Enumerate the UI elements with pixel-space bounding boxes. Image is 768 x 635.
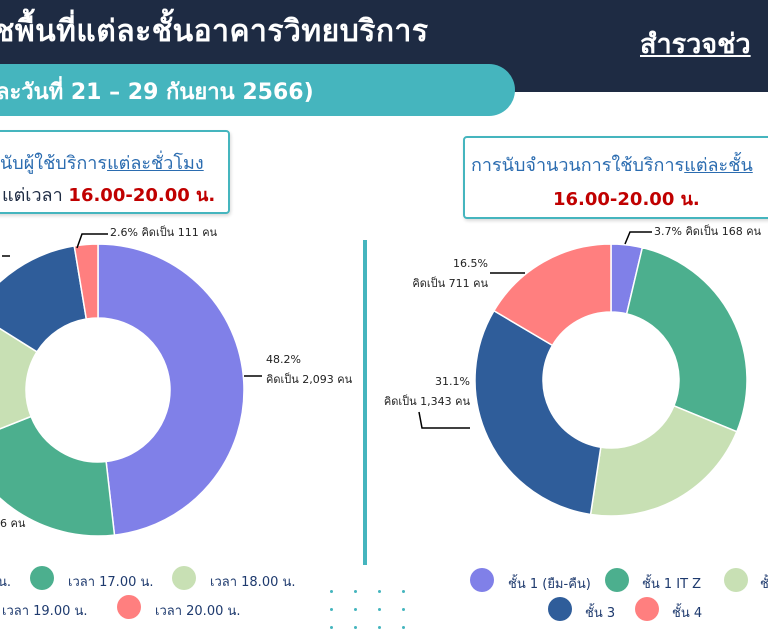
donut1-slice-5 <box>73 243 99 320</box>
right-title: สำรวจช่ว <box>640 29 751 60</box>
legend2-label-1: ชั้น 1 (ยืม-คืน) <box>508 577 591 592</box>
legend1-label-4: เวลา 19.00 น. <box>2 604 88 619</box>
right-heading-text-b: แต่ละชั้น <box>684 155 753 176</box>
legend2-label-2: ชั้น 1 IT Z <box>642 577 702 592</box>
legend2-label-5: ชั้น 4 <box>672 606 703 621</box>
donut2-label-1: 3.7% คิดเป็น 168 คน <box>654 224 762 238</box>
donut2-slice-3 <box>589 404 738 517</box>
legend1-label-1: น. <box>0 575 12 590</box>
legend2-swatch-2 <box>605 568 629 592</box>
donut1-slice-1 <box>97 243 245 536</box>
left-heading-box: นับผู้ใช้บริการแต่ละชั่วโมง แต่เวลา 16.0… <box>0 130 230 214</box>
right-heading-line2: 16.00-20.00 น. <box>553 184 700 213</box>
date-range: ละวันที่ 21 – 29 กันยาน 2566) <box>0 80 314 105</box>
legend1-swatch-5 <box>117 595 141 619</box>
panel-divider <box>363 240 367 565</box>
left-heading-line1: นับผู้ใช้บริการแต่ละชั่วโมง <box>0 148 204 177</box>
donut1-slice-4 <box>0 245 88 353</box>
legend1-label-5: เวลา 20.00 น. <box>155 604 241 619</box>
donut1-label-pct-1: 48.2% <box>266 353 301 366</box>
donut1-leader-5 <box>76 233 108 249</box>
donut2-leader-1 <box>624 231 652 245</box>
donut1-label-1: คิดเป็น 2,093 คน <box>266 372 353 386</box>
donut2-slice-5 <box>492 243 612 347</box>
page-title: ชพื้นที่แต่ละชั้นอาคารวิทยบริการ <box>0 14 429 49</box>
donut1-slice-3 <box>0 327 39 430</box>
donut2-leader-4 <box>418 411 470 429</box>
legend2-swatch-1 <box>470 568 494 592</box>
donut2-slice-2 <box>625 246 748 433</box>
donut1-slice-2 <box>0 415 116 537</box>
legend2-label-3: ชั้ <box>760 577 768 592</box>
right-heading-time: 16.00-20.00 น. <box>553 189 700 210</box>
legend2-swatch-4 <box>548 597 572 621</box>
legend1-label-3: เวลา 18.00 น. <box>210 575 296 590</box>
left-heading-text-a: นับผู้ใช้บริการ <box>0 153 108 174</box>
date-pill <box>0 64 515 116</box>
donut2-label-4: คิดเป็น 1,343 คน <box>384 394 471 408</box>
donut1-label-2: 6 คน <box>0 517 26 530</box>
legend2-label-4: ชั้น 3 <box>585 606 616 621</box>
donut2-label-5: คิดเป็น 711 คน <box>412 276 488 290</box>
left-heading-time-label: แต่เวลา <box>2 185 69 206</box>
donut2-label-pct-4: 31.1% <box>435 375 470 388</box>
legend1-swatch-3 <box>172 566 196 590</box>
donut2-slice-4 <box>474 309 602 516</box>
legend1-swatch-2 <box>30 566 54 590</box>
legend2-swatch-5 <box>635 597 659 621</box>
legend2-swatch-3 <box>724 568 748 592</box>
left-heading-line2: แต่เวลา 16.00-20.00 น. <box>2 180 215 209</box>
donut2-label-pct-5: 16.5% <box>453 257 488 270</box>
right-heading-text-a: การนับจำนวนการใช้บริการ <box>471 155 685 176</box>
legend1-label-2: เวลา 17.00 น. <box>68 575 154 590</box>
right-heading-box: การนับจำนวนการใช้บริการแต่ละชั้น 16.00-2… <box>463 136 768 219</box>
left-heading-time: 16.00-20.00 น. <box>68 185 216 206</box>
donut1-label-5: 2.6% คิดเป็น 111 คน <box>110 225 218 239</box>
right-heading-line1: การนับจำนวนการใช้บริการแต่ละชั้น <box>471 150 753 179</box>
left-heading-text-b: แต่ละชั่วโมง <box>107 153 204 174</box>
